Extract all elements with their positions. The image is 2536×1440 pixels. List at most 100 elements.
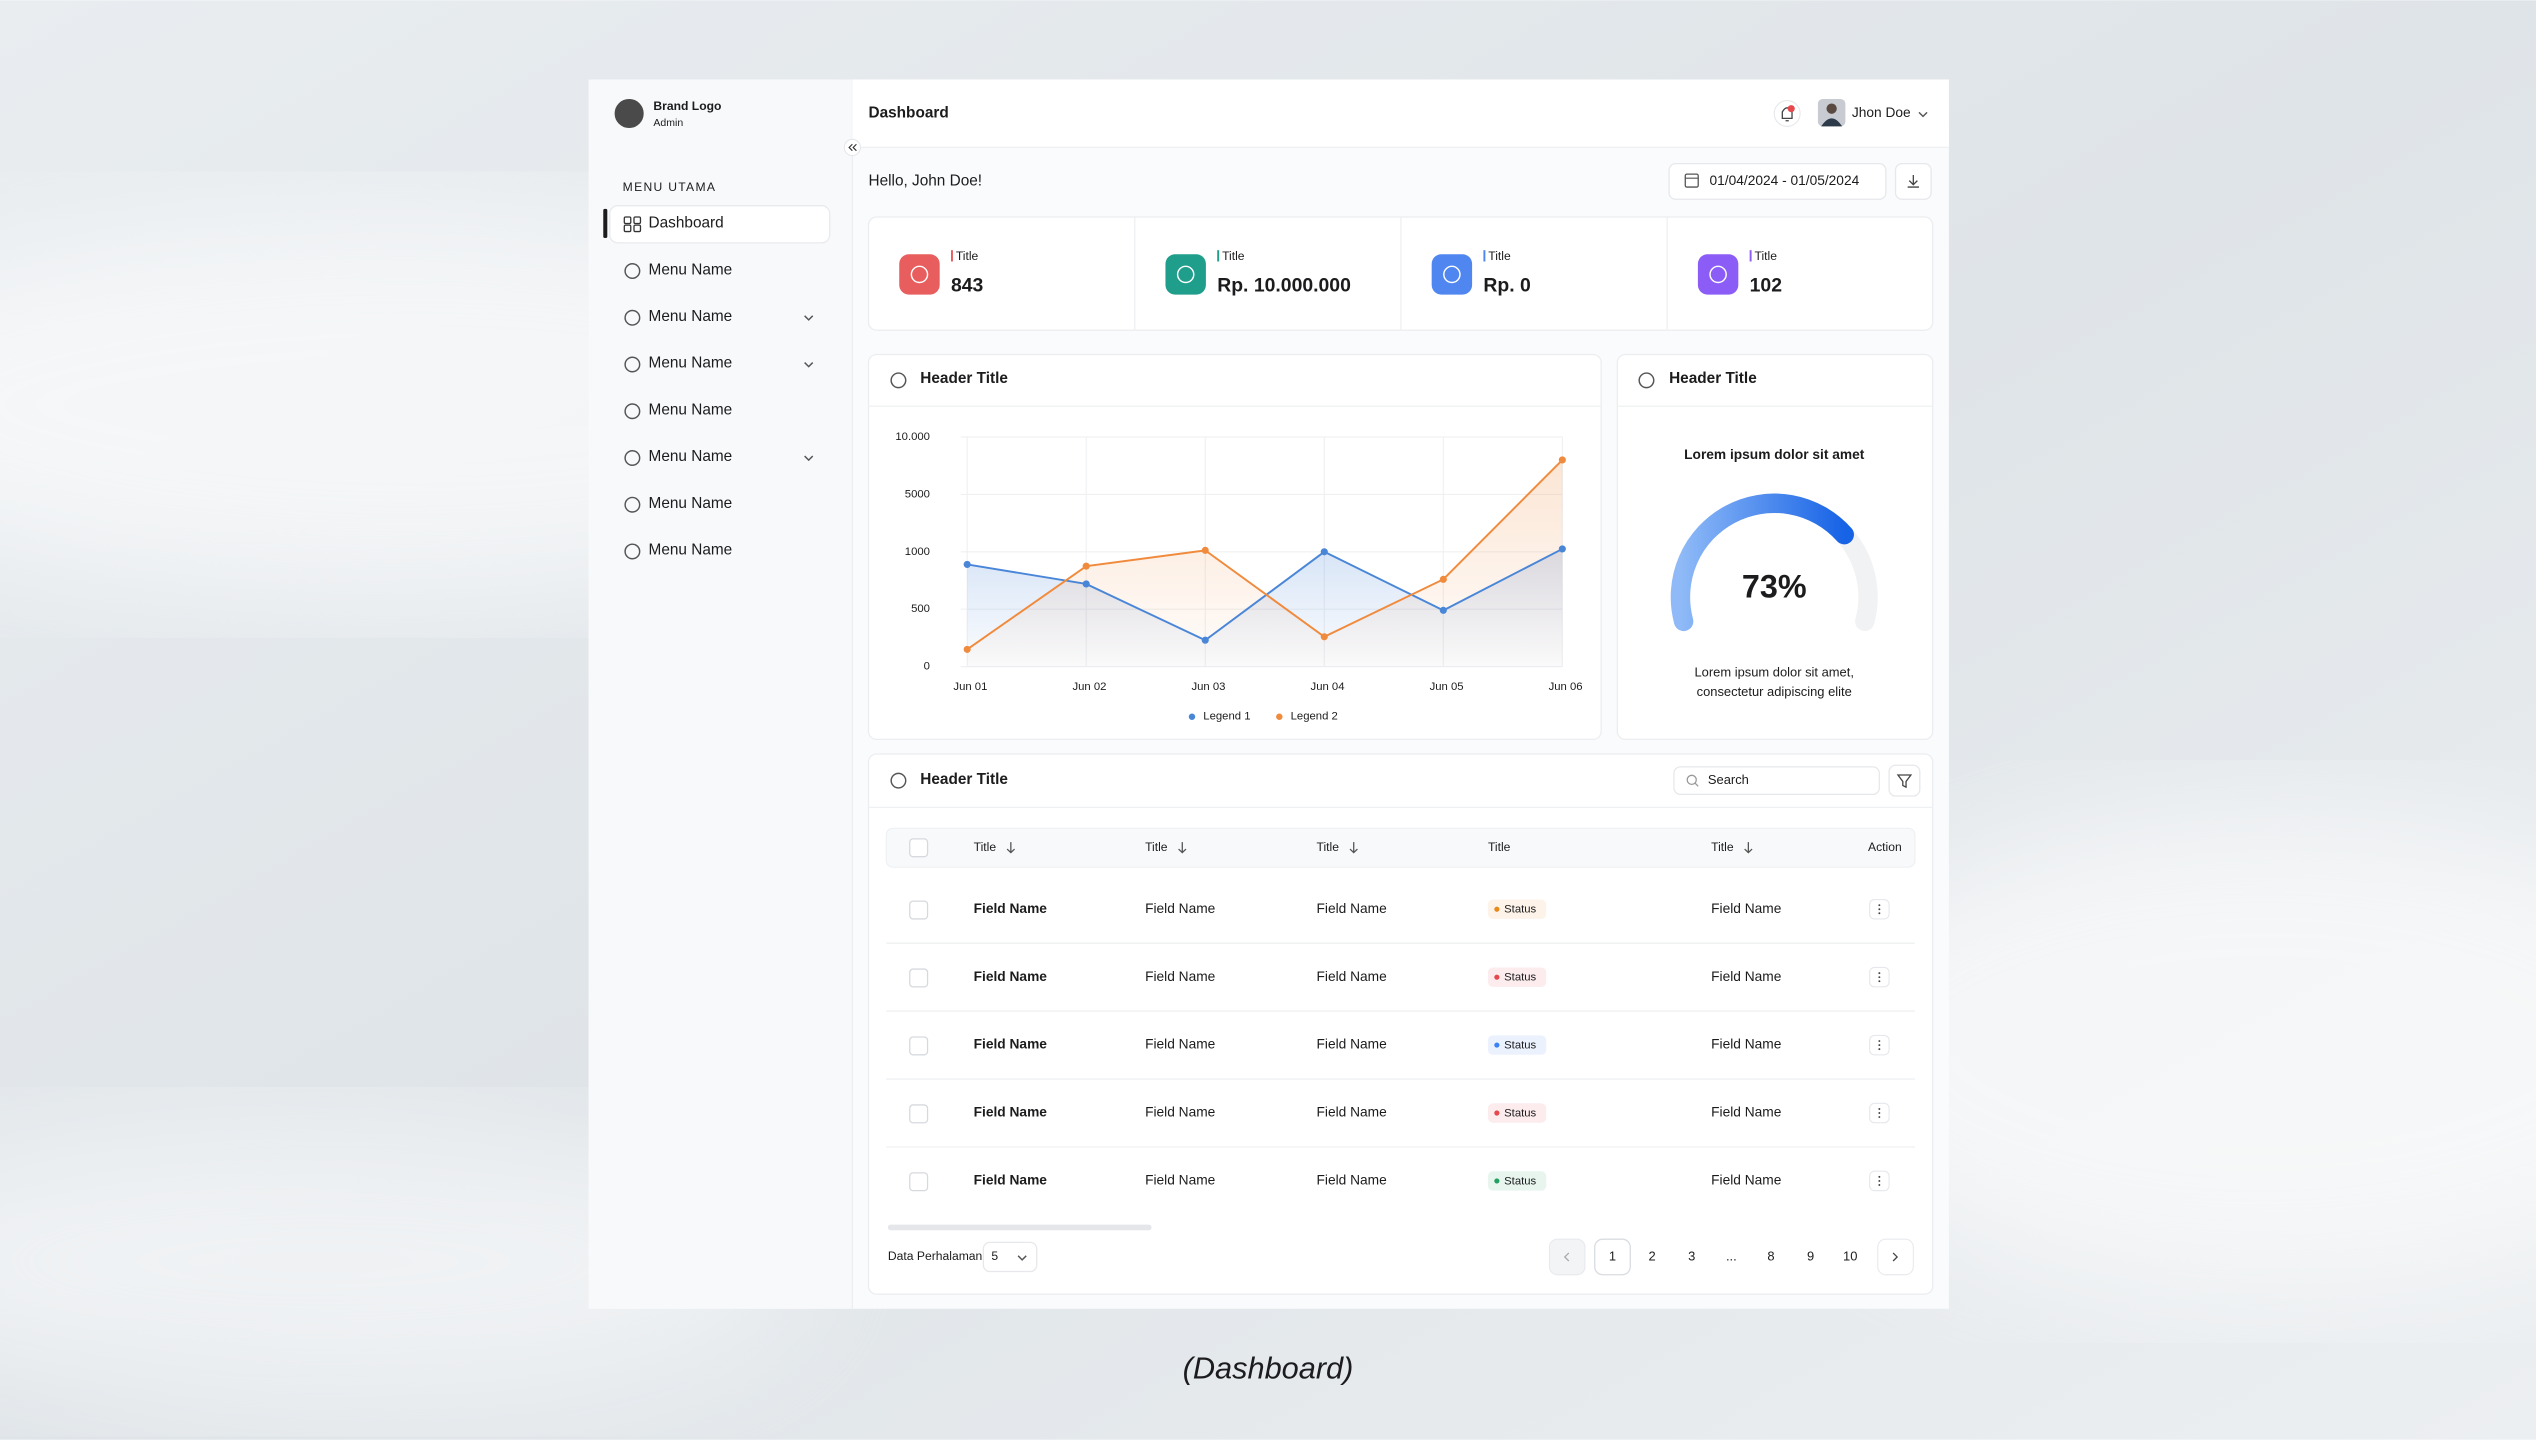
stat-value: Rp. 0: [1483, 275, 1530, 297]
checkbox[interactable]: [909, 968, 929, 988]
date-range-button[interactable]: [1668, 162, 1887, 200]
avatar-body: [1821, 118, 1843, 127]
status-label: Status: [1504, 1040, 1536, 1052]
menu-icon[interactable]: [624, 356, 641, 373]
x-tick-label: Jun 06: [1549, 681, 1583, 693]
cell: Field Name: [974, 1173, 1048, 1188]
menu-label[interactable]: Menu Name: [649, 448, 733, 465]
checkbox[interactable]: [909, 1036, 929, 1056]
page-number[interactable]: 9: [1807, 1248, 1814, 1263]
next-button[interactable]: [1877, 1238, 1914, 1276]
submenu-chevron: [804, 315, 814, 321]
prev-button[interactable]: [1548, 1238, 1586, 1276]
column-header[interactable]: Title: [974, 840, 997, 854]
status-dot: [1494, 1042, 1500, 1048]
cell: Field Name: [1317, 901, 1388, 916]
checkbox[interactable]: [909, 1104, 929, 1124]
checkbox[interactable]: [909, 1172, 929, 1192]
menu-icon[interactable]: [624, 543, 641, 560]
stat-icon: [1165, 254, 1206, 295]
cell: Field Name: [1317, 969, 1388, 984]
select-chevron: [1017, 1255, 1027, 1261]
status-dot: [1494, 974, 1500, 980]
stat-label-bar: [1217, 250, 1220, 262]
status-dot: [1494, 1110, 1500, 1116]
stat-label-bar: [1749, 250, 1752, 262]
card-icon: [890, 772, 907, 789]
current-page[interactable]: [1594, 1238, 1631, 1276]
background-glow: [1779, 809, 2536, 1295]
data-point: [1320, 548, 1328, 556]
menu-label[interactable]: Menu Name: [649, 355, 733, 372]
stat-label-bar: [951, 250, 953, 262]
menu-icon[interactable]: [624, 403, 641, 420]
stat-label: Title: [1754, 249, 1777, 263]
greeting: Hello, John Doe!: [869, 172, 983, 189]
status-badge: [1487, 899, 1547, 919]
page-size-select[interactable]: [982, 1241, 1038, 1273]
stat-value: Rp. 10.000.000: [1217, 275, 1351, 297]
page-title: Dashboard: [869, 105, 949, 122]
user-name[interactable]: Jhon Doe: [1852, 105, 1911, 120]
dashboard-icon: [633, 216, 642, 225]
submenu-chevron: [804, 455, 814, 462]
stat-icon: [1697, 254, 1739, 295]
filter-button[interactable]: [1888, 764, 1921, 797]
action-dot: [1878, 1179, 1881, 1182]
menu-label-active[interactable]: Dashboard: [649, 215, 724, 232]
page-number[interactable]: 2: [1649, 1248, 1656, 1263]
action-dot: [1878, 1108, 1881, 1110]
next-icon: [1892, 1252, 1899, 1262]
collapse-button[interactable]: [843, 138, 861, 157]
stat-label-bar: [1483, 250, 1486, 262]
gauge-annotation: consectetur adipiscing elite: [1697, 684, 1852, 699]
cell: Field Name: [1711, 1105, 1782, 1120]
search-input[interactable]: [1673, 766, 1881, 796]
menu-label[interactable]: Menu Name: [649, 495, 733, 512]
sort-icon: [1178, 842, 1187, 854]
status-dot: [1494, 1178, 1500, 1184]
action-dot: [1878, 980, 1881, 983]
page-number[interactable]: ...: [1726, 1248, 1737, 1263]
y-tick-label: 1000: [905, 546, 930, 558]
status-label: Status: [1504, 1107, 1536, 1119]
checkbox[interactable]: [909, 900, 929, 920]
gauge-card: [1616, 353, 1934, 741]
column-header[interactable]: Title: [1711, 840, 1734, 854]
notification-button[interactable]: [1773, 99, 1801, 127]
menu-label[interactable]: Menu Name: [649, 542, 733, 559]
dashboard-icon: [623, 216, 632, 225]
column-header[interactable]: Title: [1145, 840, 1168, 854]
menu-item-active[interactable]: [609, 205, 831, 244]
menu-label[interactable]: Menu Name: [649, 402, 733, 419]
page-number[interactable]: 3: [1688, 1248, 1695, 1263]
search-placeholder: Search: [1708, 772, 1749, 787]
stat-icon-glyph: [1176, 265, 1195, 284]
page-number[interactable]: 10: [1843, 1248, 1857, 1263]
menu-icon[interactable]: [624, 449, 641, 466]
menu-icon[interactable]: [624, 263, 641, 280]
dashboard-icon: [633, 224, 642, 233]
cell: Field Name: [974, 969, 1048, 984]
menu-label[interactable]: Menu Name: [649, 308, 733, 325]
action-dot: [1878, 1184, 1881, 1186]
menu-icon[interactable]: [624, 309, 641, 326]
cell: Field Name: [974, 1037, 1048, 1052]
y-tick-label: 0: [924, 661, 930, 673]
cell: Field Name: [1317, 1173, 1388, 1188]
table-card: [867, 753, 1934, 1295]
page-number[interactable]: 8: [1767, 1248, 1774, 1263]
page-number[interactable]: 1: [1609, 1248, 1616, 1263]
stat-value: 843: [951, 275, 984, 297]
x-tick-label: Jun 04: [1311, 681, 1345, 693]
menu-label[interactable]: Menu Name: [649, 261, 733, 278]
checkbox[interactable]: [909, 838, 929, 858]
data-point: [1439, 606, 1447, 614]
menu-icon[interactable]: [624, 496, 641, 513]
x-tick-label: Jun 02: [1072, 681, 1106, 693]
cell: Field Name: [1711, 969, 1782, 984]
column-header[interactable]: Title: [1317, 840, 1340, 854]
cell: Field Name: [1145, 1037, 1216, 1052]
column-header: Action: [1868, 840, 1902, 854]
